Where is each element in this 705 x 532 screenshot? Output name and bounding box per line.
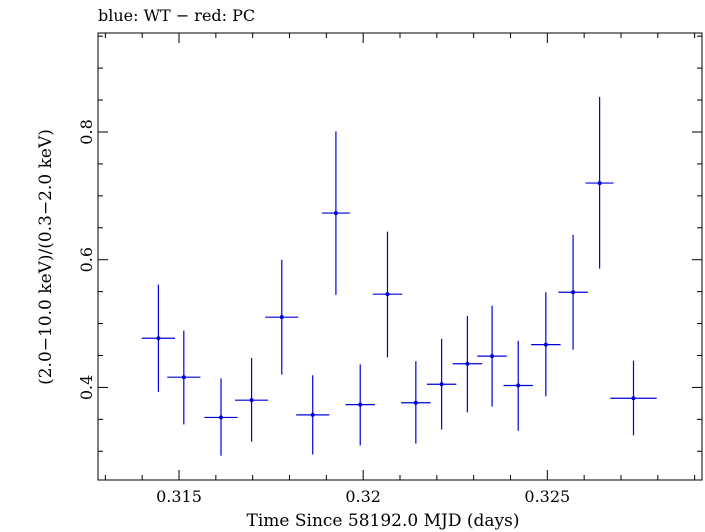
data-point (426, 338, 457, 430)
y-tick-label: 0.4 (77, 375, 96, 400)
data-point (296, 375, 330, 455)
x-tick-label: 0.325 (524, 487, 570, 506)
data-point (531, 292, 561, 397)
data-point (204, 378, 238, 456)
point-marker (597, 181, 602, 186)
axis-ticks (98, 33, 702, 480)
point-marker (631, 396, 636, 401)
data-point (610, 360, 657, 436)
plot-frame (97, 32, 703, 481)
data-point (321, 131, 350, 295)
point-marker (465, 361, 470, 366)
point-marker (413, 400, 418, 405)
point-marker (333, 211, 338, 216)
point-marker (310, 412, 315, 417)
y-axis-label: (2.0−10.0 keV)/(0.3−2.0 keV) (36, 129, 56, 385)
data-point (372, 231, 403, 358)
point-marker (249, 398, 254, 403)
data-point (141, 284, 175, 392)
y-tick-label: 0.6 (77, 247, 96, 272)
point-marker (181, 375, 186, 380)
chart-title: blue: WT − red: PC (98, 6, 255, 25)
data-point (585, 96, 614, 269)
data-point (167, 330, 201, 425)
data-point (235, 358, 269, 442)
x-axis-label: Time Since 58192.0 MJD (days) (247, 511, 520, 531)
point-marker (156, 336, 161, 341)
point-marker (439, 382, 444, 387)
y-tick-label: 0.8 (77, 119, 96, 144)
data-point (503, 340, 533, 431)
data-point (265, 259, 299, 375)
point-marker (516, 383, 521, 388)
point-marker (358, 402, 363, 407)
point-marker (385, 292, 390, 297)
data-point (452, 315, 483, 413)
point-marker (490, 354, 495, 359)
point-marker (219, 415, 224, 420)
point-marker (279, 315, 284, 320)
data-point (558, 234, 588, 350)
data-point (401, 361, 431, 444)
axis-tick-labels: 0.315 0.32 0.325 0.4 0.6 0.8 (77, 119, 570, 506)
data-point (345, 364, 375, 446)
x-tick-label: 0.315 (156, 487, 202, 506)
point-marker (543, 342, 548, 347)
x-tick-label: 0.32 (345, 487, 381, 506)
point-marker (571, 290, 576, 295)
data-points (141, 96, 657, 456)
data-point (477, 305, 507, 407)
